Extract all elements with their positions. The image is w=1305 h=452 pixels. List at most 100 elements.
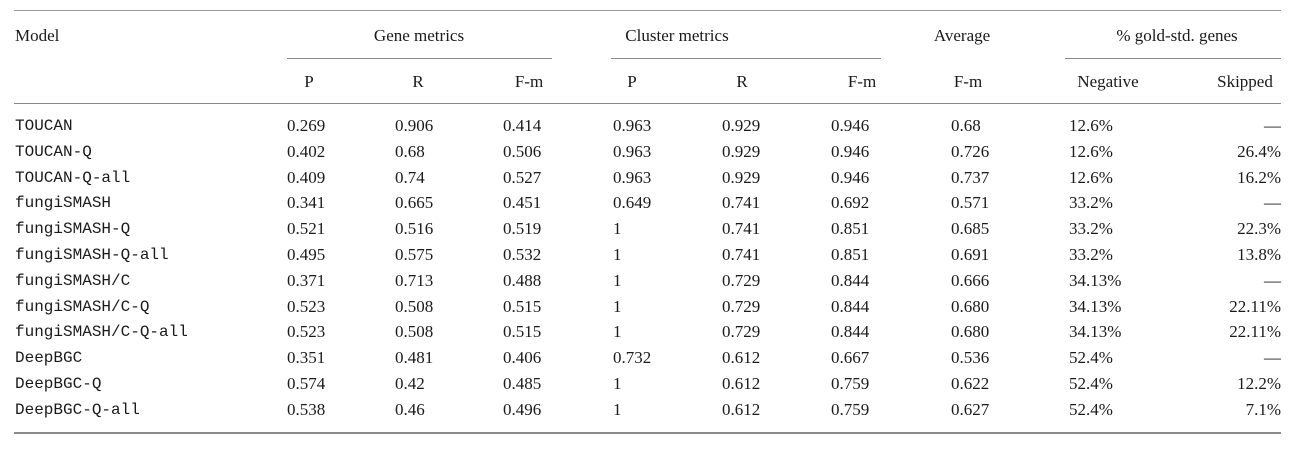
subheader-7: Negative [1077, 72, 1139, 91]
cell-gene-fm: 0.527 [503, 168, 542, 187]
subheader-5: F-m [847, 72, 877, 91]
cell-cluster-r: 0.741 [722, 219, 761, 238]
cell-skipped-pct: 12.2% [1237, 374, 1281, 393]
cell-cluster-p: 0.732 [613, 348, 652, 367]
cell-cluster-fm: 0.851 [831, 219, 870, 238]
cell-neg-pct: 12.6% [1069, 142, 1113, 161]
subheader-4: R [736, 72, 748, 91]
cell-cluster-fm: 0.946 [831, 116, 870, 135]
cell-gene-fm: 0.515 [503, 297, 542, 316]
cell-gene-fm: 0.485 [503, 374, 542, 393]
cell-gene-r: 0.508 [395, 297, 434, 316]
cell-model: DeepBGC [15, 349, 83, 367]
cell-neg-pct: 52.4% [1069, 348, 1113, 367]
cell-avg-fm: 0.680 [951, 322, 990, 341]
cell-neg-pct: 33.2% [1069, 193, 1113, 212]
cell-cluster-p: 1 [613, 322, 622, 341]
cell-skipped-pct: 26.4% [1237, 142, 1281, 161]
cell-cluster-p: 1 [613, 297, 622, 316]
cell-cluster-p: 1 [613, 245, 622, 264]
cell-skipped-pct: — [1264, 116, 1281, 135]
cell-avg-fm: 0.691 [951, 245, 990, 264]
cell-cluster-fm: 0.692 [831, 193, 870, 212]
cell-cluster-fm: 0.844 [831, 322, 870, 341]
cell-cluster-r: 0.929 [722, 142, 761, 161]
cell-cluster-fm: 0.946 [831, 168, 870, 187]
cell-model: fungiSMASH-Q-all [15, 246, 169, 264]
cell-skipped-pct: — [1264, 271, 1281, 290]
cell-model: TOUCAN-Q [15, 143, 92, 161]
cell-cluster-p: 1 [613, 219, 622, 238]
cell-skipped-pct: — [1264, 348, 1281, 367]
cell-gene-r: 0.575 [395, 245, 434, 264]
cell-avg-fm: 0.737 [951, 168, 990, 187]
gold-std-span-rule [1065, 58, 1281, 59]
cell-gene-p: 0.523 [287, 322, 326, 341]
subheader-1: R [412, 72, 424, 91]
cell-gene-fm: 0.519 [503, 219, 542, 238]
cell-cluster-fm: 0.851 [831, 245, 870, 264]
cell-skipped-pct: 7.1% [1245, 400, 1281, 419]
cell-gene-r: 0.713 [395, 271, 434, 290]
cell-skipped-pct: 16.2% [1237, 168, 1281, 187]
cell-neg-pct: 52.4% [1069, 400, 1113, 419]
cell-gene-fm: 0.414 [503, 116, 542, 135]
cell-neg-pct: 52.4% [1069, 374, 1113, 393]
header-gold-std: % gold-std. genes [1116, 26, 1238, 45]
cell-gene-r: 0.906 [395, 116, 434, 135]
cell-cluster-fm: 0.667 [831, 348, 870, 367]
cell-cluster-p: 0.963 [613, 168, 652, 187]
cell-skipped-pct: 22.11% [1229, 322, 1281, 341]
cell-model: DeepBGC-Q-all [15, 401, 140, 419]
cell-cluster-r: 0.612 [722, 348, 761, 367]
cell-cluster-r: 0.741 [722, 193, 761, 212]
table-bottom-rule [14, 432, 1281, 434]
cell-gene-r: 0.665 [395, 193, 434, 212]
cell-model: fungiSMASH [15, 194, 112, 212]
cell-cluster-fm: 0.759 [831, 400, 870, 419]
cell-avg-fm: 0.536 [951, 348, 990, 367]
cell-gene-r: 0.42 [395, 374, 425, 393]
cell-gene-r: 0.74 [395, 168, 425, 187]
cell-avg-fm: 0.680 [951, 297, 990, 316]
cell-model: fungiSMASH/C-Q [15, 298, 150, 316]
cell-gene-fm: 0.515 [503, 322, 542, 341]
cell-avg-fm: 0.571 [951, 193, 990, 212]
cell-cluster-p: 1 [613, 374, 622, 393]
cell-gene-fm: 0.496 [503, 400, 542, 419]
cell-gene-p: 0.521 [287, 219, 326, 238]
cell-cluster-fm: 0.844 [831, 297, 870, 316]
cell-cluster-r: 0.729 [722, 322, 761, 341]
cell-avg-fm: 0.622 [951, 374, 990, 393]
cell-gene-fm: 0.488 [503, 271, 542, 290]
cell-cluster-fm: 0.759 [831, 374, 870, 393]
header-model: Model [15, 26, 60, 45]
subheader-6: F-m [953, 72, 983, 91]
cell-model: TOUCAN [15, 117, 73, 135]
cell-neg-pct: 12.6% [1069, 168, 1113, 187]
cell-cluster-r: 0.729 [722, 297, 761, 316]
subheader-8: Skipped [1217, 72, 1273, 91]
cell-gene-p: 0.495 [287, 245, 326, 264]
cell-gene-r: 0.508 [395, 322, 434, 341]
cell-avg-fm: 0.627 [951, 400, 990, 419]
subheader-3: P [627, 72, 637, 91]
cell-cluster-r: 0.929 [722, 168, 761, 187]
cell-gene-fm: 0.506 [503, 142, 542, 161]
cell-gene-p: 0.341 [287, 193, 326, 212]
cell-model: fungiSMASH-Q [15, 220, 131, 238]
cell-gene-fm: 0.532 [503, 245, 542, 264]
cell-skipped-pct: 22.3% [1237, 219, 1281, 238]
cell-neg-pct: 34.13% [1069, 297, 1122, 316]
cell-avg-fm: 0.726 [951, 142, 990, 161]
cell-avg-fm: 0.685 [951, 219, 990, 238]
cell-model: DeepBGC-Q [15, 375, 102, 393]
cell-model: fungiSMASH/C-Q-all [15, 323, 188, 341]
cell-gene-r: 0.481 [395, 348, 434, 367]
cell-gene-r: 0.68 [395, 142, 425, 161]
cell-cluster-p: 0.963 [613, 142, 652, 161]
cell-gene-p: 0.371 [287, 271, 326, 290]
cell-skipped-pct: 13.8% [1237, 245, 1281, 264]
cell-gene-r: 0.46 [395, 400, 425, 419]
cell-neg-pct: 34.13% [1069, 322, 1122, 341]
